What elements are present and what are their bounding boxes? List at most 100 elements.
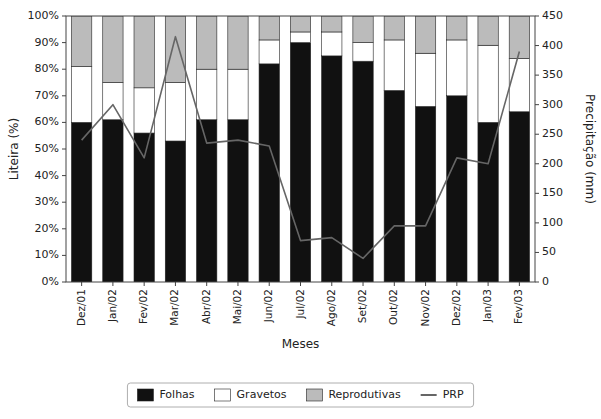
tick-label: 100 [542,216,563,229]
tick [535,252,539,253]
data-marks [71,16,529,282]
category-label: Set/02 [356,289,368,323]
category-label: Mai/02 [231,289,243,324]
plot-frame [66,16,535,282]
bar-segment [71,67,91,123]
bar-segment [197,120,217,282]
bar-segment [103,16,123,83]
tick-label: 50 [542,245,556,258]
bar-segment [447,96,467,282]
tick-label: 80% [35,62,59,75]
legend-item: PRP [421,388,464,401]
bar-segment [353,16,373,43]
tick-label: 400 [542,39,563,52]
tick [488,282,489,286]
bar-segment [259,40,279,64]
tick-label: 0 [542,275,549,288]
tick [62,149,66,150]
tick [535,104,539,105]
tick [300,282,301,286]
bar-segment [197,16,217,69]
category-label: Dez/02 [450,289,462,326]
tick [62,69,66,70]
bar-segment [228,16,248,69]
tick-label: 30% [35,195,59,208]
legend-frame [127,383,473,407]
category-label: Abr/02 [200,289,212,324]
tick [144,282,145,286]
tick [62,202,66,203]
tick-label: 0% [42,275,59,288]
category-label: Jan/03 [481,289,493,323]
category-label: Fev/02 [137,289,149,324]
legend-swatch [137,389,153,401]
axis-label: Meses [282,337,320,351]
bar-segment [165,16,185,83]
legend-item: Folhas [137,388,194,401]
category-label: Jul/02 [294,289,306,320]
tick [62,175,66,176]
bar-segment [322,32,342,56]
tick [425,282,426,286]
bar-segment [134,16,154,88]
category-label: Jan/02 [106,289,118,323]
category-label: Dez/01 [75,289,87,326]
tick-label: 100% [28,9,59,22]
bar-segment [384,90,404,282]
tick [331,282,332,286]
bar-segment [290,16,310,32]
tick [62,228,66,229]
tick [175,282,176,286]
bar-segment [509,112,529,282]
bar-segment [165,141,185,282]
bar-segment [197,69,217,120]
bar-segment [228,120,248,282]
tick-label: 250 [542,127,563,140]
bar-segment [259,16,279,40]
bar-segment [447,40,467,96]
bar-segment [478,16,498,45]
tick [535,45,539,46]
bar-segment [259,64,279,282]
tick [535,134,539,135]
bar-segment [165,83,185,142]
tick-label: 150 [542,186,563,199]
tick-label: 90% [35,36,59,49]
legend: FolhasGravetosReprodutivasPRP [127,383,473,407]
bar-segment [228,69,248,120]
bar-segment [478,122,498,282]
bar-segment [415,53,435,106]
tick-label: 60% [35,115,59,128]
legend-swatch [421,394,437,396]
tick [394,282,395,286]
bar-segment [322,16,342,32]
tick-label: 10% [35,248,59,261]
bar-segment [415,106,435,282]
axis-label: Liteira (%) [7,118,21,180]
legend-swatch [215,389,231,401]
bar-segment [478,45,498,122]
tick-label: 70% [35,89,59,102]
tick [535,75,539,76]
chart: 0%10%20%30%40%50%60%70%80%90%100%0501001… [0,0,601,419]
category-label: Nov/02 [419,289,431,326]
bar-segment [384,40,404,91]
bar-segment [134,88,154,133]
bar-segment [103,120,123,282]
bar-segment [509,59,529,112]
bar-segment [71,16,91,67]
bar-segment [322,56,342,282]
tick [535,193,539,194]
category-label: Ago/02 [325,289,337,326]
tick [62,122,66,123]
tick [535,222,539,223]
category-label: Jun/02 [262,289,274,323]
bar-segment [353,43,373,62]
legend-label: Folhas [159,388,194,401]
legend-swatch [306,389,322,401]
tick [62,16,66,17]
tick [535,16,539,17]
tick [62,282,66,283]
background [0,0,601,419]
bar-segment [103,83,123,120]
